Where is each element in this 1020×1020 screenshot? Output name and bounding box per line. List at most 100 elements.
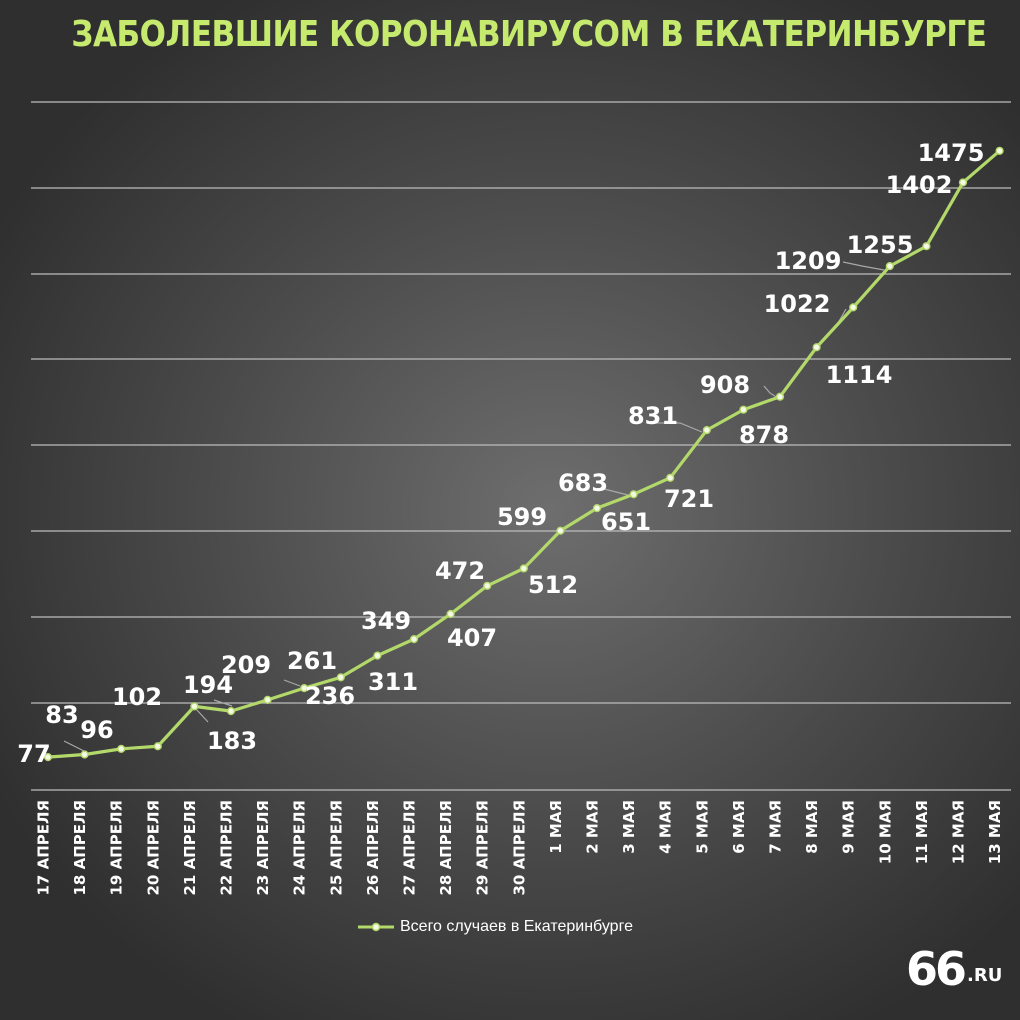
data-point-16 bbox=[629, 490, 638, 499]
data-point-5 bbox=[226, 707, 236, 716]
value-label-24: 1255 bbox=[847, 231, 914, 259]
value-label-16: 683 bbox=[558, 469, 608, 497]
data-point-25 bbox=[958, 178, 968, 187]
x-label-19: 6 МАЯ bbox=[730, 800, 748, 854]
leader-line-6 bbox=[763, 385, 779, 399]
value-label-22: 1114 bbox=[826, 361, 893, 389]
data-point-22 bbox=[849, 303, 858, 312]
chart-title: ЗАБОЛЕВШИЕ КОРОНАВИРУСОМ В ЕКАТЕРИНБУРГЕ bbox=[71, 14, 987, 55]
data-point-23 bbox=[885, 262, 894, 271]
leader-lines bbox=[63, 261, 885, 752]
x-label-3: 20 АПРЕЛЯ bbox=[144, 800, 162, 896]
value-label-9: 311 bbox=[368, 668, 418, 696]
x-label-9: 26 АПРЕЛЯ bbox=[364, 800, 382, 896]
data-point-24 bbox=[922, 242, 931, 251]
x-label-23: 10 МАЯ bbox=[876, 800, 894, 864]
value-label-4: 194 bbox=[183, 671, 233, 699]
legend: Всего случаев в Екатеринбурге bbox=[358, 916, 633, 938]
grid-lines bbox=[31, 101, 1011, 791]
x-label-16: 3 МАЯ bbox=[620, 800, 638, 854]
value-label-11: 407 bbox=[447, 624, 497, 652]
x-label-8: 25 АПРЕЛЯ bbox=[327, 800, 345, 896]
data-point-2 bbox=[117, 744, 126, 753]
value-label-10: 349 bbox=[361, 607, 411, 635]
x-label-7: 24 АПРЕЛЯ bbox=[291, 800, 309, 896]
value-label-21: 1022 bbox=[764, 290, 831, 318]
x-label-4: 21 АПРЕЛЯ bbox=[181, 800, 199, 896]
x-label-20: 7 МАЯ bbox=[767, 800, 785, 854]
data-point-18 bbox=[702, 425, 711, 435]
x-label-21: 8 МАЯ bbox=[803, 800, 821, 854]
data-point-11 bbox=[446, 609, 455, 619]
x-label-25: 12 МАЯ bbox=[950, 800, 968, 864]
value-label-26: 1475 bbox=[918, 139, 985, 167]
value-label-3: 102 bbox=[112, 683, 162, 711]
x-label-6: 23 АПРЕЛЯ bbox=[254, 800, 272, 896]
legend-label: Всего случаев в Екатеринбурге bbox=[400, 918, 633, 935]
leader-line-4 bbox=[603, 488, 629, 496]
x-label-12: 29 АПРЕЛЯ bbox=[474, 800, 492, 896]
leader-line-5 bbox=[652, 422, 703, 433]
value-label-1: 83 bbox=[45, 701, 78, 729]
value-label-2: 96 bbox=[80, 716, 113, 744]
x-axis-labels: 17 АПРЕЛЯ 18 АПРЕЛЯ 19 АПРЕЛЯ 20 АПРЕЛЯ 21 А… bbox=[35, 800, 1005, 896]
x-label-10: 27 АПРЕЛЯ bbox=[401, 800, 419, 896]
data-point-21 bbox=[812, 343, 821, 352]
x-label-26: 13 МАЯ bbox=[986, 800, 1004, 864]
data-point-3 bbox=[153, 742, 162, 751]
value-label-5: 183 bbox=[207, 727, 257, 755]
logo-number: 66 bbox=[906, 942, 967, 996]
leader-line-3 bbox=[283, 679, 301, 687]
x-label-5: 22 АПРЕЛЯ bbox=[218, 800, 236, 896]
data-point-9 bbox=[373, 651, 382, 660]
value-label-13: 512 bbox=[528, 571, 578, 599]
data-point-10 bbox=[409, 635, 419, 644]
data-point-14 bbox=[556, 526, 565, 535]
data-point-6 bbox=[263, 695, 272, 704]
value-label-7: 236 bbox=[305, 682, 355, 710]
data-point-17 bbox=[666, 473, 675, 482]
x-label-17: 4 МАЯ bbox=[657, 800, 675, 854]
value-label-25: 1402 bbox=[886, 171, 953, 199]
x-label-11: 28 АПРЕЛЯ bbox=[437, 800, 455, 896]
data-points bbox=[43, 146, 1004, 762]
value-label-23: 1209 bbox=[775, 247, 842, 275]
x-label-24: 11 МАЯ bbox=[913, 800, 931, 864]
value-label-19: 878 bbox=[739, 421, 789, 449]
x-label-14: 1 МАЯ bbox=[547, 800, 565, 854]
leader-line-2 bbox=[213, 699, 233, 707]
data-point-0 bbox=[43, 753, 53, 762]
value-label-6: 209 bbox=[221, 651, 271, 679]
data-point-19 bbox=[739, 405, 748, 414]
value-label-8: 261 bbox=[287, 647, 337, 675]
value-label-0: 77 bbox=[17, 740, 50, 768]
data-point-7 bbox=[300, 684, 309, 693]
data-point-12 bbox=[483, 581, 492, 590]
leader-line-8 bbox=[842, 261, 885, 271]
logo-66ru: 66 .RU bbox=[906, 942, 1002, 992]
x-label-18: 5 МАЯ bbox=[693, 800, 711, 854]
data-point-13 bbox=[519, 564, 528, 573]
value-label-18: 831 bbox=[628, 402, 678, 430]
x-label-13: 30 АПРЕЛЯ bbox=[510, 800, 528, 896]
value-label-12: 472 bbox=[435, 557, 485, 585]
data-point-26 bbox=[995, 146, 1004, 155]
legend-swatch bbox=[358, 916, 394, 938]
leader-line-1 bbox=[195, 708, 209, 723]
value-label-14: 599 bbox=[497, 503, 547, 531]
data-point-15 bbox=[592, 504, 602, 513]
data-point-4 bbox=[190, 702, 199, 711]
value-label-15: 651 bbox=[601, 508, 651, 536]
x-label-22: 9 МАЯ bbox=[840, 800, 858, 854]
value-label-17: 721 bbox=[664, 485, 714, 513]
x-label-1: 18 АПРЕЛЯ bbox=[71, 800, 89, 896]
data-point-1 bbox=[80, 750, 89, 759]
x-label-0: 17 АПРЕЛЯ bbox=[35, 800, 53, 896]
leader-line-0 bbox=[63, 740, 85, 752]
x-label-2: 19 АПРЕЛЯ bbox=[108, 800, 126, 896]
data-point-8 bbox=[336, 673, 345, 682]
x-label-15: 2 МАЯ bbox=[584, 800, 602, 854]
value-label-20: 908 bbox=[700, 371, 750, 399]
